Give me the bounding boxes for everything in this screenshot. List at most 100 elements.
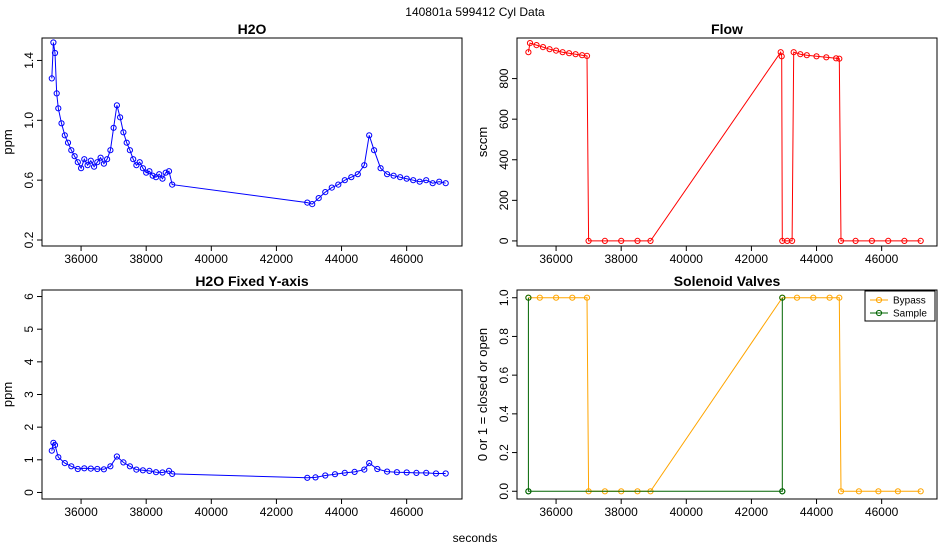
data-point — [341, 469, 348, 476]
data-point — [823, 54, 830, 61]
plot-frame — [41, 37, 463, 247]
y-tick-label: 600 — [497, 109, 511, 129]
legend-swatch-marker — [875, 309, 883, 317]
data-point — [793, 294, 801, 301]
x-tick-label: 36000 — [64, 252, 98, 266]
data-point — [126, 463, 133, 470]
data-point — [553, 294, 560, 301]
data-point — [585, 237, 592, 244]
chart-panel-2: Flow sccm 36000 38000 40000 42000 44000 46000 0 2… — [475, 21, 938, 266]
data-point — [813, 53, 820, 60]
y-axis-label: ppm — [0, 129, 15, 154]
y-tick-label: 0.8 — [497, 328, 511, 345]
data-point — [107, 147, 114, 154]
chart-title: H2O — [238, 21, 267, 37]
data-point — [58, 120, 65, 127]
y-tick-label: 3 — [22, 391, 36, 398]
series-line — [527, 297, 783, 492]
data-point — [393, 469, 400, 476]
x-tick-label: 42000 — [260, 505, 294, 519]
data-point — [569, 294, 576, 301]
data-point — [374, 465, 381, 473]
x-tick-label: 42000 — [735, 252, 769, 266]
legend-box — [864, 290, 936, 322]
data-point — [777, 49, 784, 56]
data-point — [120, 459, 127, 466]
data-point — [553, 47, 560, 54]
y-tick-label: 0.6 — [497, 366, 511, 383]
data-point — [779, 294, 786, 301]
data-point — [126, 147, 133, 154]
data-point — [803, 52, 810, 59]
data-point — [143, 169, 150, 176]
data-point — [61, 132, 68, 139]
data-point — [525, 49, 532, 56]
data-point — [146, 467, 153, 474]
data-point — [51, 49, 59, 57]
series-1 — [48, 439, 449, 481]
data-point — [397, 174, 404, 181]
x-tick-label: 46000 — [865, 252, 899, 266]
y-tick-label: 4 — [22, 358, 36, 365]
data-point — [149, 172, 156, 179]
data-point — [618, 237, 625, 244]
y-axis-label: 0 or 1 = closed or open — [475, 328, 490, 461]
data-point — [94, 465, 101, 473]
data-point — [525, 294, 532, 301]
data-point — [429, 180, 436, 187]
series-line — [51, 441, 446, 479]
x-tick-label: 44000 — [800, 252, 834, 266]
data-point — [901, 237, 908, 244]
y-tick-label: 1.0 — [22, 112, 36, 129]
data-point — [123, 139, 130, 146]
data-point — [322, 189, 329, 196]
y-tick-label: 200 — [497, 190, 511, 210]
y-tick-label: 1.0 — [497, 289, 511, 306]
data-point — [855, 488, 863, 495]
series-line — [527, 42, 921, 242]
data-point — [162, 169, 169, 176]
data-point — [583, 52, 591, 60]
data-point — [130, 156, 137, 163]
data-point — [87, 157, 94, 164]
data-point — [837, 237, 845, 244]
data-point — [432, 470, 440, 477]
data-point — [366, 460, 373, 467]
data-point — [384, 468, 391, 475]
data-point — [348, 174, 355, 181]
chart-title: H2O Fixed Y-axis — [195, 273, 309, 289]
chart-title: Flow — [711, 21, 743, 37]
data-point — [371, 147, 378, 154]
data-point — [868, 237, 876, 244]
data-point — [436, 178, 443, 185]
plot-frame — [516, 289, 938, 500]
y-tick-label: 2 — [22, 424, 36, 431]
data-point — [539, 44, 547, 51]
data-point — [894, 488, 902, 495]
x-tick-label: 46000 — [390, 505, 424, 519]
data-point — [837, 488, 845, 495]
series-line — [528, 297, 921, 492]
figure-title: 140801a 599412 Cyl Data — [405, 5, 545, 19]
data-point — [159, 469, 166, 476]
data-point — [315, 195, 322, 202]
data-point — [533, 42, 540, 49]
data-point — [390, 172, 397, 179]
data-point — [410, 177, 417, 184]
y-tick-label: 0.0 — [497, 483, 511, 500]
legend-entry-sample: Sample — [893, 309, 927, 320]
data-point — [97, 154, 104, 161]
y-tick-label: 6 — [22, 293, 36, 300]
data-point — [48, 75, 55, 82]
data-point — [526, 40, 534, 47]
data-point — [117, 114, 124, 121]
data-point — [442, 470, 449, 477]
y-tick-label: 0 — [22, 489, 36, 496]
y-tick-label: 0.2 — [497, 444, 511, 461]
data-point — [366, 132, 373, 139]
data-point — [156, 171, 163, 178]
x-tick-label: 40000 — [670, 252, 704, 266]
data-point — [403, 469, 410, 476]
data-point — [100, 160, 108, 167]
